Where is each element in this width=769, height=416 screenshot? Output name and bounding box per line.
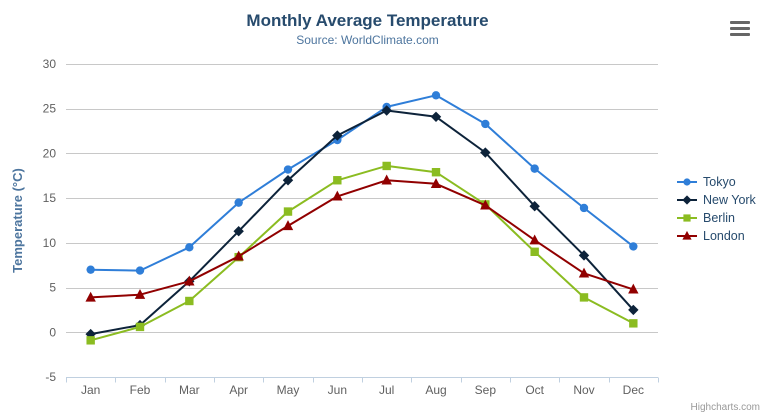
legend-label: New York [703,193,756,207]
x-tick-label: Sep [475,383,497,397]
series-london [85,174,639,302]
data-point-marker [333,176,342,185]
legend-circle-symbol [677,178,697,186]
legend-item-berlin[interactable]: Berlin [677,211,756,225]
series-tokyo-line [89,94,635,272]
data-point-marker [629,242,638,251]
data-point-marker [529,200,540,212]
x-tick-label: Dec [623,383,644,397]
data-point-marker [282,175,294,186]
data-point-marker [682,230,692,240]
x-tick-label: Oct [525,383,544,397]
data-point-marker [430,178,442,189]
data-point-marker [578,250,590,261]
y-gridlines [66,64,658,378]
data-point-marker [579,203,589,213]
y-tick-label: 20 [43,146,57,160]
x-tick-label: Jul [379,383,394,397]
x-tick-label: Apr [229,383,248,397]
legend-diamond-symbol [677,195,697,205]
legend-item-london[interactable]: London [677,229,756,243]
y-tick-label: 30 [43,57,57,71]
data-point-marker [184,275,195,286]
y-tick-label: -5 [45,370,56,384]
data-point-marker [629,319,638,328]
data-point-marker [85,291,96,302]
data-point-marker [431,91,441,100]
data-point-marker [480,199,491,210]
y-tick-label: 10 [43,236,57,250]
x-tick-label: May [277,383,300,397]
data-point-marker [86,265,95,274]
data-point-marker [628,304,639,316]
data-point-marker [530,247,539,256]
data-point-marker [381,105,392,116]
legend-label: London [703,229,745,243]
x-tick-label: Aug [425,383,446,397]
data-point-marker [683,214,691,222]
x-tick-label: Mar [179,383,200,397]
data-point-marker [480,147,491,158]
data-point-marker [430,111,442,122]
x-tick-label: Feb [130,383,151,397]
data-point-marker [135,266,145,275]
data-point-marker [382,161,391,171]
y-tick-label: 15 [43,191,57,205]
x-tick-label: Jun [328,383,347,397]
series-tokyo [86,91,638,275]
series-london-line [89,179,635,299]
data-point-marker [185,243,194,252]
legend-label: Tokyo [703,175,736,189]
x-tick-label: Nov [573,383,594,397]
data-point-marker [332,130,343,141]
legend-item-new-york[interactable]: New York [677,193,756,207]
y-tick-label: 0 [49,325,56,339]
data-point-marker [283,207,293,216]
export-menu-button[interactable] [728,19,754,40]
data-point-marker [332,190,343,201]
x-axis [66,377,659,383]
data-point-marker [481,119,490,129]
data-point-marker [530,164,539,173]
data-point-marker [683,178,691,186]
x-tick-label: Jan [81,383,100,397]
data-point-marker [381,174,392,185]
data-point-marker [282,220,294,231]
data-point-marker [628,283,639,294]
y-tick-label: 25 [43,102,57,116]
data-point-marker [579,293,589,302]
data-point-marker [431,168,441,177]
data-point-marker [233,250,244,261]
hamburger-menu-icon [730,21,752,36]
series-berlin-line [89,164,635,342]
data-point-marker [135,322,145,332]
data-point-marker [233,226,244,237]
chart-subtitle: Source: WorldClimate.com [296,33,439,47]
y-tick-label: 5 [49,281,56,295]
x-axis-labels: Jan Feb Mar Apr May Jun Jul Aug Sep Oct Nov Dec [81,383,644,397]
data-point-marker [234,198,243,207]
data-point-marker [86,336,95,345]
legend-triangle-symbol [677,230,697,240]
data-point-marker [134,289,146,299]
data-point-marker [578,267,590,278]
legend-item-tokyo[interactable]: Tokyo [677,175,756,189]
data-point-marker [283,165,293,174]
series-new-york [85,105,639,340]
data-point-marker [682,195,692,205]
credits-link[interactable]: Highcharts.com [690,402,760,413]
chart-title: Monthly Average Temperature [246,11,489,30]
data-point-marker [185,296,194,306]
chart-legend: Tokyo New York Berlin London [677,175,756,247]
series-new-york-line [89,109,635,336]
y-axis-title: Temperature (°C) [10,168,25,273]
legend-label: Berlin [703,211,735,225]
legend-square-symbol [677,214,697,222]
data-point-marker [529,234,540,245]
y-axis-labels: -5 0 5 10 15 20 25 30 [43,57,57,384]
